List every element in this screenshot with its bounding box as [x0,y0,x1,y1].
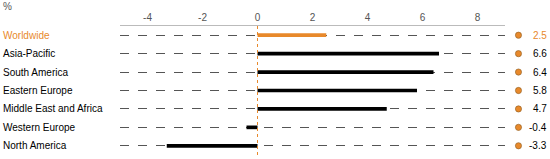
svg-text:Asia-Pacific: Asia-Pacific [3,48,55,59]
svg-text:0: 0 [255,12,261,23]
svg-text:2: 2 [310,12,316,23]
svg-text:2.5: 2.5 [533,30,547,41]
svg-text:%: % [3,1,12,12]
svg-text:Middle East and Africa: Middle East and Africa [3,103,103,114]
svg-text:4: 4 [365,12,371,23]
svg-text:8: 8 [475,12,481,23]
svg-text:6.4: 6.4 [533,67,547,78]
svg-text:-2: -2 [198,12,207,23]
svg-text:6: 6 [420,12,426,23]
svg-text:6.6: 6.6 [533,48,547,59]
svg-text:Eastern Europe: Eastern Europe [3,85,73,96]
svg-text:-3.3: -3.3 [529,140,547,151]
svg-text:Western Europe: Western Europe [3,122,76,133]
svg-text:-0.4: -0.4 [529,122,547,133]
svg-text:4.7: 4.7 [533,103,547,114]
svg-text:-4: -4 [143,12,152,23]
svg-text:North America: North America [3,140,67,151]
svg-text:5.8: 5.8 [533,85,547,96]
svg-text:Worldwide: Worldwide [3,30,50,41]
svg-text:South America: South America [3,67,68,78]
